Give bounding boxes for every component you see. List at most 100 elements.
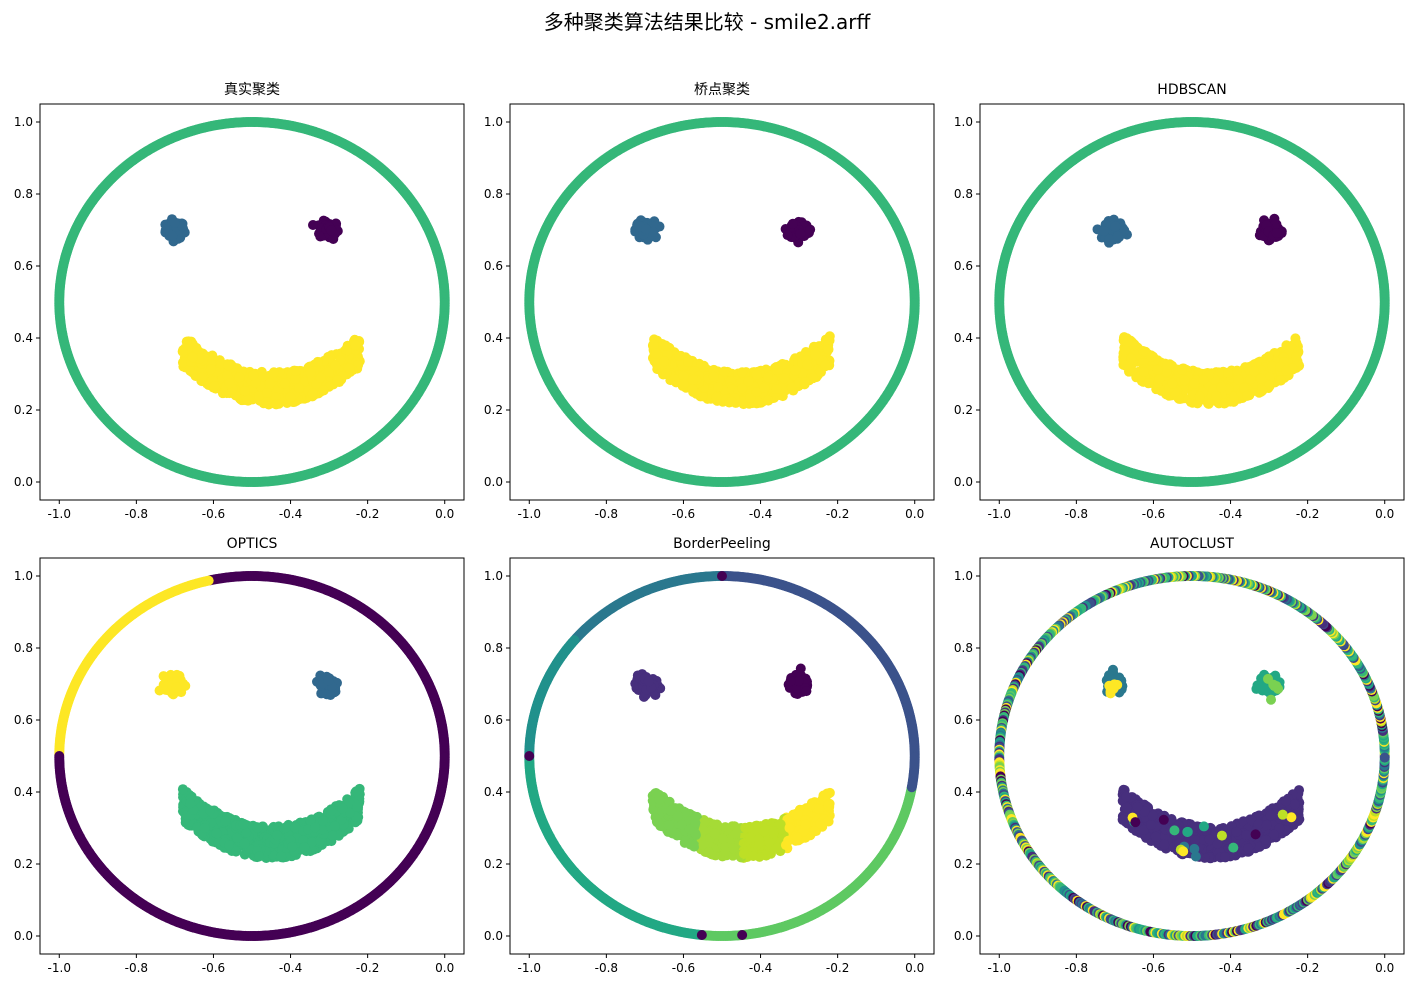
subplot-title: HDBSCAN [1157,82,1226,98]
mouth-point [290,365,301,376]
mouth-point [649,356,660,367]
mouth-point [762,372,773,383]
mouth-point [1203,398,1214,409]
left-eye-point [1110,221,1121,232]
scatter-points [54,571,450,941]
axes-frame [509,103,935,501]
mouth-point [290,373,301,384]
left-eye-point [167,230,178,241]
x-tick-label: -0.6 [672,507,695,521]
y-tick-label: 1.0 [484,115,503,129]
mouth-point [1154,374,1165,385]
mouth-point [1126,353,1137,364]
mouth-point [312,356,323,367]
mouth-point [305,367,316,378]
scatter-points [524,117,920,487]
mouth-point [294,383,305,394]
mouth-point [1275,375,1286,386]
x-tick-label: -0.6 [202,507,225,521]
mouth-point [771,384,782,395]
mouth-point [1198,374,1209,385]
mouth-point [1179,375,1190,386]
x-tick-label: -1.0 [988,507,1011,521]
mouth-point [268,367,279,378]
mouth-point [1281,365,1292,376]
y-tick-label: 0.6 [14,259,33,273]
mouth-point [810,349,821,360]
y-tick-label: 0.2 [14,403,33,417]
mouth-point [772,364,783,375]
mouth-point [711,392,722,403]
mouth-point [318,385,329,396]
subplot-title: 真实聚类 [224,82,280,98]
ring-point [1379,298,1390,309]
mouth-point [279,378,290,389]
mouth-point [824,331,835,342]
y-tick-label: 1.0 [954,115,973,129]
mouth-point [820,359,831,370]
mouth-point [264,378,275,389]
mouth-point [1239,383,1250,394]
mouth-point [1167,378,1178,389]
mouth-point [659,356,670,367]
mouth-point [713,382,724,393]
mouth-point [790,365,801,376]
mouth-point [307,388,318,399]
left-eye-point [1098,226,1109,237]
x-tick-label: 0.0 [1375,507,1394,521]
mouth-point [678,371,689,382]
mouth-point [1122,336,1133,347]
mouth-point [271,399,282,410]
x-tick-label: -1.0 [518,507,541,521]
mouth-point [224,378,235,389]
right-eye-point [1271,228,1282,239]
mouth-point [1291,351,1302,362]
y-tick-label: 0.8 [14,187,33,201]
scatter-points [54,117,450,487]
mouth-point [177,346,188,357]
y-tick-label: 0.6 [954,259,973,273]
mouth-point [648,339,659,350]
y-tick-label: 1.0 [14,115,33,129]
x-tick-label: -0.4 [279,507,302,521]
ring-point [439,298,450,309]
mouth-point [1245,374,1256,385]
subplot-1: 真实聚类-1.0 -0.8 -0.6 -0.4 -0.2 0.00.00.20.40.60… [14,82,465,521]
mouth-point [1255,373,1266,384]
left-eye-point [1112,231,1123,242]
mouth-point [737,367,748,378]
x-tick-label: -1.0 [48,507,71,521]
mouth-point [751,386,762,397]
mouth-point [1145,351,1156,362]
mouth-point [823,344,834,355]
mouth-point [751,369,762,380]
mouth-point [1219,398,1230,409]
y-tick-label: 0.6 [484,259,503,273]
y-tick-label: 0.2 [484,403,503,417]
mouth-point [808,373,819,384]
y-tick-label: 0.0 [14,475,33,489]
x-tick-label: -0.2 [826,507,849,521]
x-tick-label: -0.2 [1296,507,1319,521]
mouth-point [350,339,361,350]
mouth-point [815,367,826,378]
mouth-point [242,395,253,406]
mouth-point [802,359,813,370]
left-eye-point [1104,234,1115,245]
x-tick-label: -0.8 [1065,507,1088,521]
x-tick-label: -0.8 [125,507,148,521]
mouth-point [650,348,661,359]
mouth-point [223,360,234,371]
mouth-point [1242,390,1253,401]
mouth-point [1267,361,1278,372]
mouth-point [779,373,790,384]
mouth-point [763,395,774,406]
mouth-point [1263,351,1274,362]
mouth-point [669,373,680,384]
right-eye-point [805,224,816,235]
left-eye-point [169,217,180,228]
right-eye-point [326,225,337,236]
mouth-point [315,372,326,383]
mouth-point [285,391,296,402]
mouth-point [222,370,233,381]
